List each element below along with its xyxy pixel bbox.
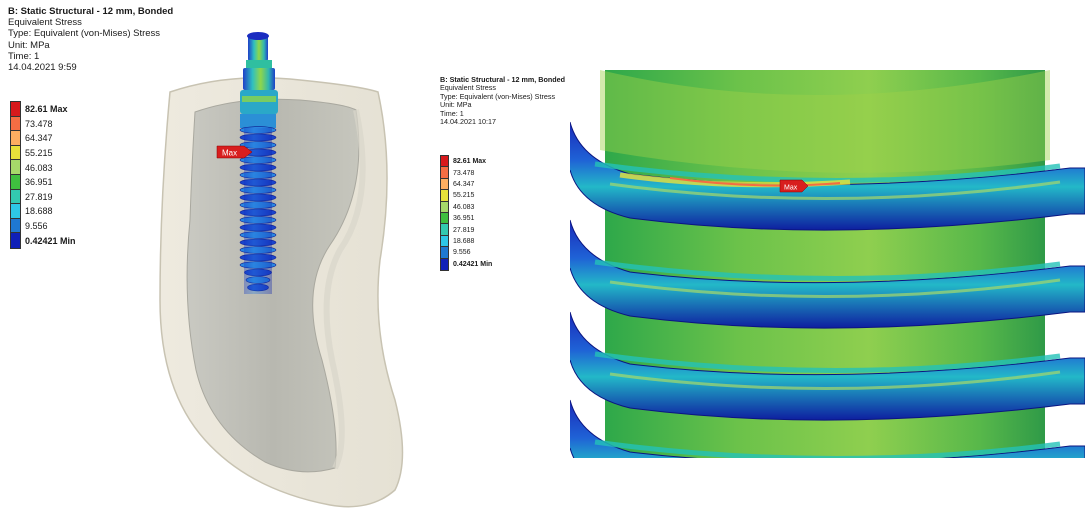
legend-label: 82.61 Max (25, 104, 68, 115)
left-result-header: B: Static Structural - 12 mm, Bonded Equ… (8, 6, 173, 73)
legend-label: 82.61 Max (453, 158, 487, 166)
max-marker: Max (216, 145, 253, 159)
legend-label: 0.42421 Min (453, 260, 493, 268)
legend-label: 27.819 (453, 226, 475, 234)
implant-bone-model: Max (159, 32, 404, 508)
thread-closeup-model: Max (570, 70, 1085, 458)
legend-row: 0.42421 Min (10, 232, 76, 249)
max-marker-closeup-label: Max (784, 185, 798, 192)
result-unit: Unit: MPa (8, 39, 50, 51)
result-name: Equivalent Stress (8, 17, 82, 29)
result-type-closeup: Type: Equivalent (von-Mises) Stress (440, 91, 556, 101)
analysis-title-closeup: B: Static Structural - 12 mm, Bonded (440, 75, 566, 84)
legend-row: 55.215 (10, 144, 53, 162)
legend-label: 36.951 (25, 177, 53, 188)
legend-row: 46.083 (10, 159, 53, 176)
legend-label: 55.215 (25, 148, 53, 159)
implant-abutment (240, 32, 278, 128)
legend-row: 27.819 (10, 188, 53, 206)
result-timestamp: 14.04.2021 9:59 (8, 62, 77, 74)
legend-row: 73.478 (10, 115, 53, 133)
legend-label: 18.688 (453, 237, 475, 245)
legend-row: 64.347 (10, 130, 53, 147)
max-marker-closeup: Max (779, 179, 809, 193)
result-name-closeup: Equivalent Stress (440, 83, 496, 93)
legend-label: 73.478 (25, 118, 53, 129)
legend-label: 73.478 (453, 169, 475, 177)
legend-row: 0.42421 Min (440, 257, 493, 271)
result-time: Time: 1 (8, 50, 40, 62)
legend-label: 64.347 (453, 180, 475, 188)
legend-row: 9.556 (10, 217, 48, 235)
bone-inner-core (186, 98, 360, 473)
legend-swatch (440, 257, 449, 271)
right-panel: Max B: Static Structural - 12 mm, Bonded… (430, 0, 1085, 513)
legend-label: 64.347 (25, 133, 53, 144)
legend-label: 55.215 (453, 192, 475, 200)
result-time-closeup: Time: 1 (440, 108, 464, 118)
legend-label: 0.42421 Min (25, 235, 76, 246)
legend-label: 46.083 (453, 203, 475, 211)
legend-label: 9.556 (25, 221, 48, 232)
result-type: Type: Equivalent (von-Mises) Stress (8, 28, 161, 40)
result-timestamp-closeup: 14.04.2021 10:17 (440, 117, 496, 127)
left-panel: Max B: Static Structural - 12 mm, Bonded… (0, 0, 540, 513)
result-unit-closeup: Unit: MPa (440, 100, 472, 110)
legend-swatch (10, 232, 21, 249)
right-result-header: B: Static Structural - 12 mm, Bonded Equ… (440, 75, 566, 127)
legend-label: 46.083 (25, 162, 53, 173)
legend-row: 36.951 (10, 174, 53, 191)
legend-label: 27.819 (25, 191, 53, 202)
legend-label: 9.556 (453, 249, 471, 257)
legend-row: 82.61 Max (10, 101, 68, 118)
max-marker-label: Max (222, 149, 237, 158)
legend-row: 18.688 (10, 203, 53, 220)
legend-label: 36.951 (453, 215, 475, 223)
analysis-title: B: Static Structural - 12 mm, Bonded (8, 6, 174, 17)
legend-label: 18.688 (25, 206, 53, 217)
